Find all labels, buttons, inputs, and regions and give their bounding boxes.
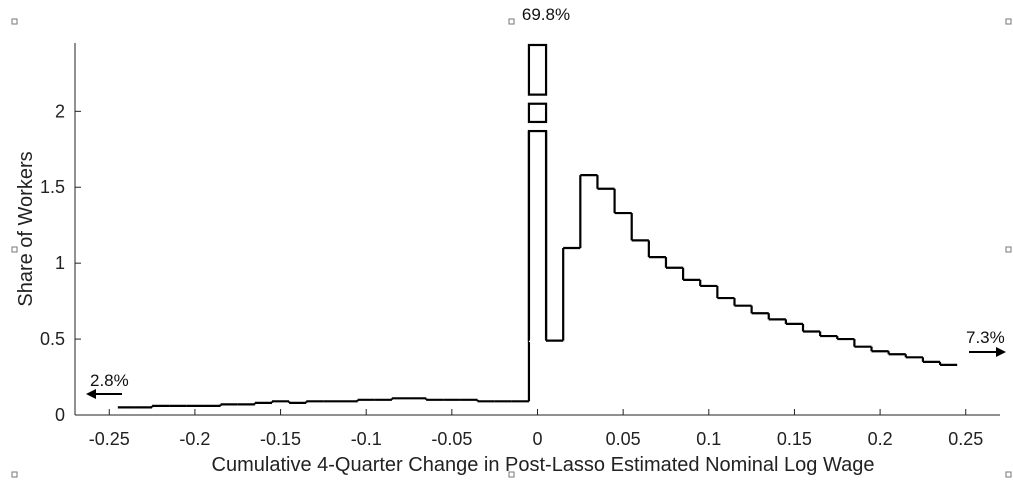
histogram-bin: [613, 188, 632, 215]
handle-bottom-right: [1005, 471, 1012, 478]
handle-top-center: [508, 18, 515, 25]
x-tick-label: 0.1: [696, 429, 721, 449]
y-tick-label: 0.5: [40, 329, 65, 349]
histogram-bin: [356, 398, 375, 402]
left-tail-arrow-icon: [86, 389, 96, 399]
handle-mid-right: [1005, 246, 1012, 253]
right-tail-arrow-icon: [996, 347, 1006, 357]
handle-top-left: [11, 18, 18, 25]
x-tick-label: -0.1: [351, 429, 382, 449]
histogram-bin: [150, 404, 170, 408]
histogram-bin: [801, 323, 821, 333]
histogram-bins: [117, 173, 958, 409]
histogram-bin: [716, 285, 735, 300]
x-tick-label: 0.25: [948, 429, 983, 449]
histogram-bin: [938, 361, 958, 366]
histogram-bin: [853, 339, 872, 348]
y-tick-label: 1: [55, 253, 65, 273]
histogram-bin: [887, 351, 906, 356]
histogram-bin: [699, 279, 718, 288]
histogram-bin: [562, 246, 581, 341]
handle-top-right: [1005, 18, 1012, 25]
x-axis-title: Cumulative 4-Quarter Change in Post-Lass…: [212, 454, 875, 476]
histogram-bin: [219, 403, 238, 406]
histogram-bin: [664, 257, 684, 269]
histogram-bin: [921, 357, 941, 363]
histogram-bin: [733, 298, 752, 307]
x-tick-label: 0.2: [868, 429, 893, 449]
x-tick-label: 0.05: [606, 429, 641, 449]
zero-bin-broken: [527, 43, 548, 343]
histogram-bin: [476, 399, 495, 403]
histogram-bin: [305, 400, 324, 403]
histogram-bin: [682, 267, 701, 281]
x-tick-label: 0: [532, 429, 542, 449]
x-tick-label: -0.2: [179, 429, 210, 449]
y-tick-label: 0: [55, 405, 65, 425]
histogram-bin: [253, 401, 272, 405]
zero-bin-segment: [527, 43, 548, 96]
x-axis-ticks: -0.25 -0.2 -0.15 -0.1 -0.05 0 0.05 0.1 0.15 0.2 0.…: [89, 409, 983, 449]
x-tick-label: -0.25: [89, 429, 130, 449]
y-axis-title: Share of Workers: [15, 151, 37, 306]
x-tick-label: 0.15: [777, 429, 812, 449]
zero-bin-segment: [527, 102, 548, 124]
right-tail-label: 7.3%: [966, 328, 1005, 347]
zero-bin-value-label: 69.8%: [522, 5, 570, 24]
x-tick-label: -0.15: [260, 429, 301, 449]
histogram-bin: [870, 346, 889, 353]
left-tail-annotation: 2.8%: [86, 371, 129, 399]
histogram-bin: [596, 175, 615, 190]
left-tail-label: 2.8%: [90, 371, 129, 390]
histogram-bin: [767, 313, 786, 321]
histogram-bin: [288, 401, 307, 404]
y-tick-label: 1.5: [40, 177, 65, 197]
handle-mid-left: [11, 246, 18, 253]
histogram-bin: [784, 319, 804, 325]
histogram-bin: [579, 173, 598, 248]
histogram-bin: [647, 240, 666, 259]
histogram-bin: [819, 331, 838, 338]
histogram-bin: [750, 305, 769, 315]
y-axis-ticks: 0 0.5 1 1.5 2: [40, 101, 81, 425]
x-tick-label: -0.05: [431, 429, 472, 449]
zero-bin-segment: [527, 129, 548, 342]
histogram-bin: [270, 400, 290, 403]
y-tick-label: 2: [55, 101, 65, 121]
right-tail-annotation: 7.3%: [966, 328, 1006, 357]
selection-handles: [11, 18, 1012, 478]
histogram-bin: [836, 336, 855, 341]
histogram-bin: [904, 354, 923, 359]
handle-bottom-center: [508, 471, 515, 478]
histogram-bin: [425, 398, 444, 401]
histogram-bin: [630, 213, 649, 242]
histogram-bin: [390, 397, 410, 400]
handle-bottom-left: [11, 471, 18, 478]
